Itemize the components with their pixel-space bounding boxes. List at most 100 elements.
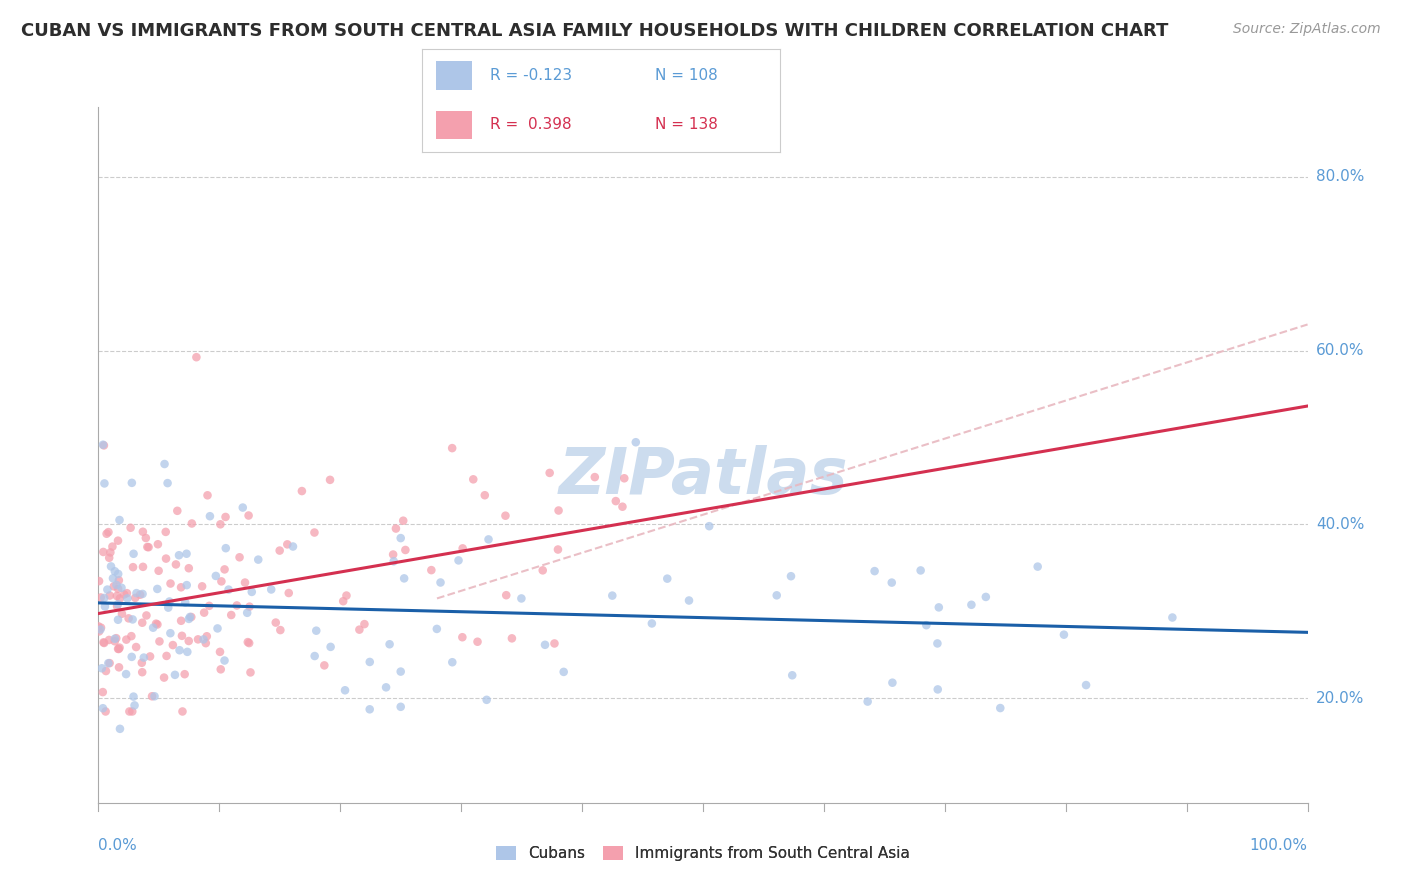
Point <box>236 606 259 620</box>
Point <box>170 580 193 594</box>
Point <box>136 540 159 554</box>
Point <box>359 655 381 669</box>
Point <box>98 545 121 559</box>
Point <box>170 614 193 628</box>
Point <box>389 665 412 679</box>
Point <box>214 562 236 576</box>
Point <box>155 648 177 663</box>
Point <box>382 554 405 568</box>
Point <box>353 617 375 632</box>
Point <box>974 590 997 604</box>
Point <box>107 582 129 596</box>
Point <box>169 643 191 657</box>
Point <box>131 615 153 630</box>
Point <box>107 533 129 548</box>
Point <box>600 589 623 603</box>
Text: 60.0%: 60.0% <box>1316 343 1364 358</box>
Point <box>108 722 131 736</box>
Point <box>583 470 606 484</box>
Text: N = 108: N = 108 <box>655 68 717 83</box>
Point <box>91 438 114 452</box>
Point <box>420 563 443 577</box>
Point <box>124 591 146 605</box>
Point <box>332 594 354 608</box>
Point <box>100 559 122 574</box>
Point <box>135 531 157 545</box>
Point <box>605 494 627 508</box>
Point <box>143 690 166 704</box>
Point <box>678 593 700 607</box>
Point <box>928 600 950 615</box>
Point <box>426 622 449 636</box>
Point <box>176 547 198 561</box>
Point <box>159 576 181 591</box>
Point <box>177 561 200 575</box>
Point <box>613 471 636 485</box>
Point <box>194 636 217 650</box>
Point <box>314 658 336 673</box>
Point <box>277 586 299 600</box>
Point <box>148 564 170 578</box>
Point <box>501 632 523 646</box>
Point <box>108 591 131 606</box>
Point <box>441 655 464 669</box>
Point <box>117 591 139 606</box>
Point <box>697 519 720 533</box>
Point <box>543 636 565 650</box>
Point <box>173 667 195 681</box>
Point <box>121 705 143 719</box>
Point <box>94 599 117 614</box>
Point <box>451 630 474 644</box>
Point <box>141 690 163 704</box>
Point <box>97 525 120 540</box>
Point <box>765 588 787 602</box>
Point <box>233 575 256 590</box>
Point <box>260 582 283 597</box>
Point <box>247 552 270 566</box>
Text: 100.0%: 100.0% <box>1250 838 1308 853</box>
Point <box>90 591 112 605</box>
Point <box>157 600 180 615</box>
Point <box>385 522 408 536</box>
Point <box>105 578 128 592</box>
Point <box>319 473 342 487</box>
Point <box>960 598 983 612</box>
Point <box>122 560 145 574</box>
Point <box>94 705 117 719</box>
Point <box>139 649 162 664</box>
Point <box>624 435 647 450</box>
Point <box>153 671 176 685</box>
Point <box>93 635 115 649</box>
Point <box>225 599 247 613</box>
Point <box>657 572 679 586</box>
Point <box>89 623 111 637</box>
Point <box>125 586 148 600</box>
Point <box>101 540 124 554</box>
Point <box>882 675 904 690</box>
Point <box>97 656 120 670</box>
Point <box>118 705 141 719</box>
Point <box>228 550 250 565</box>
Point <box>389 531 412 545</box>
Point <box>142 621 165 635</box>
Point <box>93 591 115 605</box>
Point <box>276 537 298 551</box>
Point <box>451 541 474 556</box>
Point <box>107 566 129 581</box>
Point <box>167 548 190 562</box>
Point <box>780 569 803 583</box>
Point <box>91 701 114 715</box>
Point <box>153 457 176 471</box>
Point <box>91 545 114 559</box>
Point <box>612 500 634 514</box>
Point <box>236 635 259 649</box>
Point <box>215 541 238 556</box>
Point <box>146 617 169 632</box>
Point <box>155 551 177 566</box>
Point <box>333 683 356 698</box>
Point <box>208 645 231 659</box>
Text: ZIPatlas: ZIPatlas <box>558 445 848 507</box>
Point <box>145 616 167 631</box>
Point <box>780 668 803 682</box>
Point <box>131 665 153 680</box>
